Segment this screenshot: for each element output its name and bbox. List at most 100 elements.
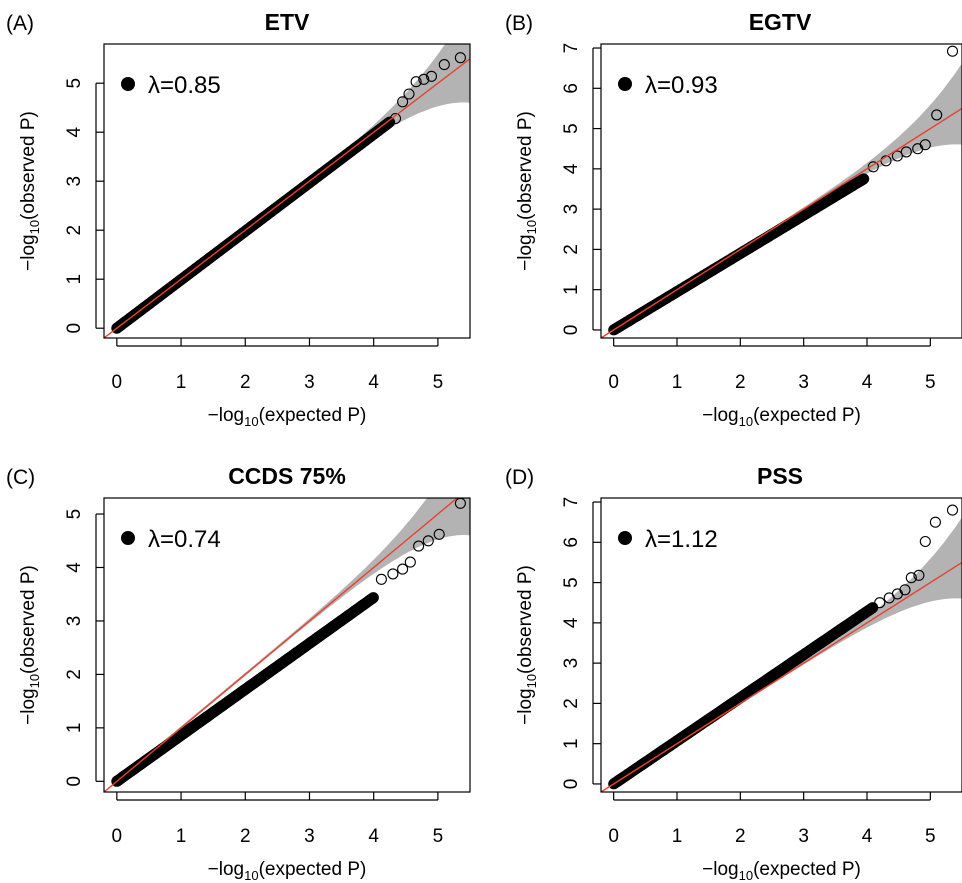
x-tick-label: 1 [176,372,187,393]
y-tick-label: 0 [561,325,582,336]
x-tick-label: 2 [735,372,746,393]
x-tick-label: 4 [862,826,873,847]
plot-area [601,45,962,338]
y-tick-label: 1 [561,738,582,749]
y-tick-label: 5 [561,577,582,588]
x-axis-label: −log10(expected P) [208,405,367,429]
tail-point [413,540,425,552]
y-tick-label: 4 [64,126,85,137]
data-point [858,173,870,185]
y-tick-label: 5 [64,509,85,520]
plot-area [104,44,470,338]
y-tick-label: 4 [561,617,582,628]
tail-point [874,597,886,609]
x-tick-label: 5 [925,826,936,847]
panel-title: EGTV [749,9,812,35]
reference-line [601,107,962,338]
panel-title: PSS [757,463,803,489]
x-axis-label: −log10(expected P) [702,859,861,883]
y-tick-label: 2 [64,669,85,680]
qq-panel-2: 0 1 2 3 4 5 0 1 2 3 4 5 −log10(expected P) −log10(obs… [6,463,471,883]
panel-letter: (A) [6,12,34,35]
y-tick-label: 5 [561,123,582,134]
tail-point [905,572,917,584]
x-tick-label: 2 [240,826,251,847]
y-tick-label: 0 [64,323,85,334]
y-axis-label: −log10(observed P) [515,111,539,271]
x-tick-label: 1 [176,826,187,847]
plot-frame [103,497,471,793]
confidence-band [116,44,470,329]
y-tick-label: 4 [561,163,582,174]
x-tick-label: 5 [433,372,444,393]
reference-line [104,57,470,338]
plot-area [104,498,470,792]
x-tick-label: 3 [304,372,315,393]
tail-point [929,516,941,528]
tail-point [397,563,409,575]
lambda-annotation: λ=0.85 [148,72,221,99]
tail-point [375,573,387,585]
observed-points [111,498,466,787]
x-axis-label: −log10(expected P) [702,405,861,429]
x-tick-label: 2 [735,826,746,847]
tail-point [946,45,959,57]
tail-point [425,70,438,82]
y-tick-label: 7 [561,497,582,508]
panel-title: ETV [265,9,310,35]
x-axis-label: −log10(expected P) [208,859,367,883]
y-tick-label: 6 [561,83,582,94]
x-tick-label: 4 [368,372,379,393]
x-tick-label: 2 [240,372,251,393]
qq-panel-3: 0 1 2 3 4 5 0 1 2 3 4 5 6 7 −log10(expected P) −log10(o… [505,463,962,883]
tail-point [913,569,925,581]
legend-dot [618,531,632,545]
tail-point [438,59,450,71]
tail-point [387,568,399,580]
data-point [367,592,379,604]
x-tick-label: 1 [672,826,683,847]
y-tick-label: 7 [561,43,582,54]
y-axis-label: −log10(observed P) [515,565,539,725]
x-tick-label: 0 [608,826,619,847]
data-point [384,116,396,128]
tail-point [880,155,892,167]
lambda-annotation: λ=0.93 [645,72,718,99]
confidence-band [613,63,962,330]
tail-point [410,76,422,88]
y-tick-label: 3 [64,176,85,187]
x-tick-label: 4 [862,372,873,393]
y-axis-label: −log10(observed P) [18,565,42,725]
x-tick-label: 5 [433,826,444,847]
x-tick-label: 0 [112,372,123,393]
x-tick-label: 5 [925,372,936,393]
tail-point [891,150,903,162]
panel-letter: (D) [505,466,534,489]
plot-frame [103,43,471,339]
y-tick-label: 1 [561,284,582,295]
y-tick-label: 0 [561,779,582,790]
x-tick-label: 1 [672,372,683,393]
y-tick-label: 4 [64,562,85,573]
panel-letter: (B) [505,12,533,35]
lambda-annotation: λ=0.74 [148,526,221,553]
tail-point [403,88,415,100]
reference-line [601,561,962,792]
tail-point [418,73,430,85]
data-point [867,602,879,614]
y-tick-label: 2 [561,698,582,709]
tail-point [454,52,466,64]
tail-point [919,139,931,151]
y-tick-label: 2 [561,244,582,255]
legend-dot [121,77,135,91]
tail-point [422,535,434,547]
x-tick-label: 3 [798,826,809,847]
qq-panel-1: 0 1 2 3 4 5 0 1 2 3 4 5 6 7 −log10(expected P) −log10(o… [505,9,962,429]
y-tick-label: 3 [64,616,85,627]
x-tick-label: 3 [798,372,809,393]
tail-point [900,146,912,158]
tail-point [433,528,445,540]
tail-point [867,161,879,173]
tail-point [931,109,943,121]
